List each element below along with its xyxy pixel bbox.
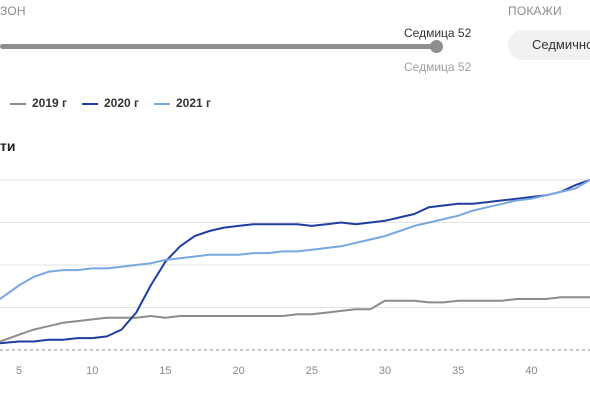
week-range-slider-track[interactable] [0, 44, 437, 49]
x-tick-label: 30 [379, 365, 391, 377]
legend-label-2019: 2019 г [32, 96, 68, 110]
x-tick-label: 10 [86, 365, 98, 377]
x-tick-label: 20 [233, 365, 245, 377]
x-tick-label: 5 [16, 365, 22, 377]
series-line-2021-г[interactable] [0, 179, 590, 300]
legend-swatch-2021 [154, 103, 170, 105]
line-chart: 5 10 15 20 25 30 35 40 [0, 179, 590, 377]
slider-max-label: Седмица 52 [404, 60, 472, 74]
legend-label-2020: 2020 г [104, 96, 140, 110]
week-range-slider-handle[interactable] [430, 40, 443, 53]
series-line-2019-г[interactable] [0, 296, 590, 343]
legend-swatch-2019 [10, 103, 26, 105]
x-tick-label: 25 [306, 365, 318, 377]
range-section-label: ЗОН [0, 4, 26, 18]
x-tick-label: 15 [159, 365, 171, 377]
chart-title: ти [0, 138, 16, 154]
show-section-label: ПОКАЖИ [508, 4, 562, 18]
legend-swatch-2020 [82, 103, 98, 105]
x-tick-label: 35 [452, 365, 464, 377]
series-line-2020-г[interactable] [0, 179, 590, 345]
slider-value-label: Седмица 52 [404, 26, 472, 40]
weekly-toggle-button[interactable]: Седмично [508, 30, 590, 60]
x-tick-label: 40 [525, 365, 537, 377]
legend-label-2021: 2021 г [176, 96, 212, 110]
